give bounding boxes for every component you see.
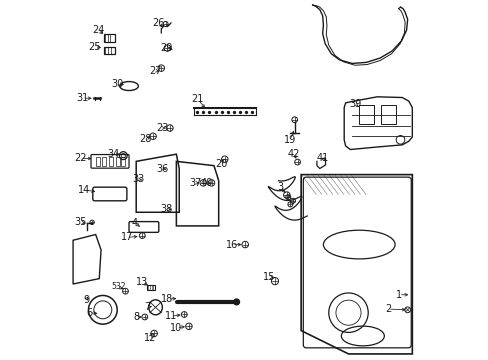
Text: 20: 20	[215, 159, 227, 169]
Text: 2: 2	[384, 304, 390, 314]
Text: 10: 10	[170, 323, 182, 333]
Text: 40: 40	[200, 178, 213, 188]
Text: 30: 30	[111, 79, 123, 89]
Text: 36: 36	[156, 163, 168, 174]
Text: 13: 13	[136, 277, 148, 287]
Bar	[147, 285, 155, 291]
Text: 34: 34	[107, 149, 120, 159]
Text: 28: 28	[140, 134, 152, 144]
Text: 42: 42	[287, 149, 300, 159]
Text: 29: 29	[160, 43, 172, 53]
Text: 1: 1	[395, 290, 401, 300]
Text: 12: 12	[143, 333, 156, 343]
Text: 31: 31	[76, 93, 88, 103]
Bar	[104, 46, 115, 54]
Bar	[104, 34, 115, 41]
Bar	[109, 157, 113, 166]
Text: 9: 9	[83, 295, 89, 305]
Text: 25: 25	[88, 42, 101, 51]
Text: 37: 37	[188, 178, 201, 188]
Bar	[380, 105, 395, 124]
Text: 8: 8	[133, 312, 139, 322]
Text: 38: 38	[160, 204, 172, 215]
Text: 26: 26	[152, 18, 164, 28]
Text: 15: 15	[262, 272, 275, 282]
Text: 19: 19	[284, 135, 296, 145]
Text: 27: 27	[149, 66, 162, 76]
Bar	[358, 105, 373, 124]
Text: 11: 11	[164, 311, 177, 321]
Text: 7: 7	[144, 302, 150, 312]
Text: 6: 6	[86, 308, 92, 318]
Text: 24: 24	[92, 25, 104, 35]
Text: 18: 18	[161, 294, 173, 304]
Text: 4: 4	[132, 218, 138, 228]
Circle shape	[233, 299, 239, 305]
Text: 35: 35	[74, 217, 86, 227]
Text: 16: 16	[225, 239, 238, 249]
Text: 14: 14	[78, 185, 90, 195]
Text: 39: 39	[348, 99, 360, 109]
Text: 33: 33	[132, 174, 144, 184]
Text: 22: 22	[74, 153, 86, 163]
Bar	[121, 157, 125, 166]
Text: 3: 3	[277, 182, 283, 192]
Bar	[96, 157, 100, 166]
Text: 21: 21	[191, 94, 203, 104]
Text: 17: 17	[121, 232, 133, 242]
Text: 23: 23	[156, 123, 168, 133]
Bar	[116, 157, 120, 166]
Text: 41: 41	[316, 153, 328, 163]
Bar	[102, 157, 105, 166]
Text: 532: 532	[111, 282, 125, 291]
